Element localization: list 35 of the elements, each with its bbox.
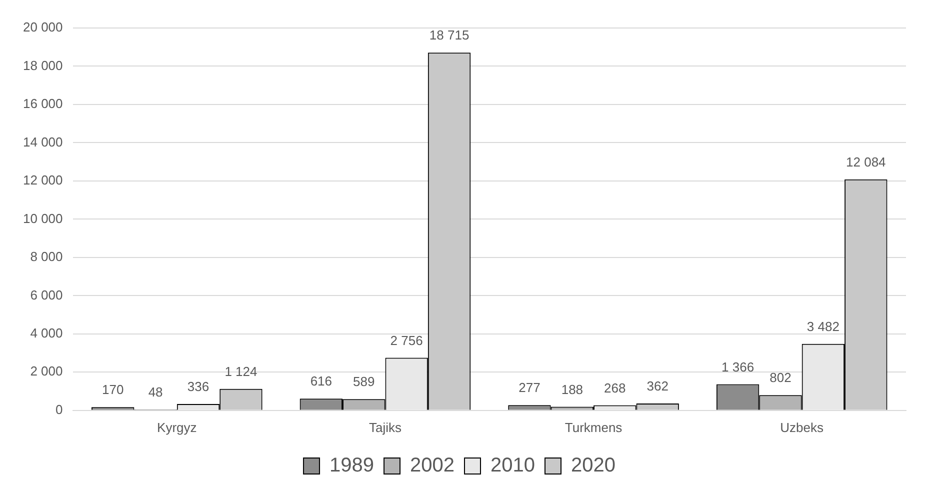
y-tick-label: 4 000 bbox=[30, 326, 63, 340]
legend-label: 1989 bbox=[330, 454, 374, 477]
y-tick-label: 10 000 bbox=[22, 210, 63, 226]
data-label: 277 bbox=[518, 380, 540, 396]
data-label: 2 756 bbox=[390, 332, 423, 348]
data-label: 268 bbox=[604, 380, 626, 396]
x-tick-label: Uzbeks bbox=[780, 420, 824, 435]
y-tick-label: 12 000 bbox=[22, 172, 63, 188]
x-tick-label: Kyrgyz bbox=[157, 420, 197, 435]
y-tick-label: 14 000 bbox=[22, 134, 63, 150]
y-tick-label: 8 000 bbox=[30, 249, 63, 264]
data-label: 1 124 bbox=[224, 364, 258, 379]
data-label: 170 bbox=[102, 382, 124, 398]
x-tick-label: Turkmens bbox=[564, 420, 623, 435]
data-label: 362 bbox=[646, 378, 668, 394]
legend-label: 2002 bbox=[410, 454, 455, 477]
y-tick-label: 16 000 bbox=[22, 96, 63, 112]
y-tick-label: 18 000 bbox=[22, 58, 63, 73]
legend-label: 2020 bbox=[570, 454, 616, 477]
data-label: 336 bbox=[187, 379, 210, 394]
data-label: 589 bbox=[353, 374, 375, 390]
data-label: 188 bbox=[561, 382, 584, 397]
data-label: 802 bbox=[770, 370, 792, 386]
data-label: 18 715 bbox=[429, 28, 470, 43]
y-tick-label: 0 bbox=[56, 402, 63, 417]
legend-label: 2010 bbox=[490, 454, 535, 477]
data-label: 616 bbox=[310, 374, 332, 389]
y-tick-label: 6 000 bbox=[30, 287, 63, 302]
data-label: 12 084 bbox=[846, 154, 886, 170]
data-label: 3 482 bbox=[806, 318, 840, 334]
data-label: 48 bbox=[148, 384, 163, 400]
x-tick-label: Tajiks bbox=[368, 420, 402, 435]
data-label: 1 366 bbox=[722, 359, 754, 374]
y-tick-label: 2 000 bbox=[30, 364, 63, 379]
y-tick-label: 20 000 bbox=[22, 20, 63, 35]
